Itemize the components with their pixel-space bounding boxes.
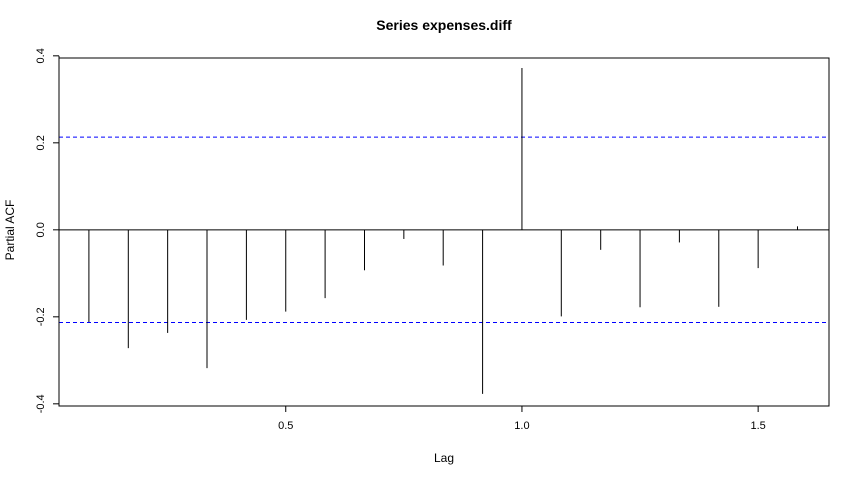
x-tick-label: 1.5 — [750, 420, 765, 432]
y-tick-label: -0.4 — [35, 394, 47, 413]
y-axis-label: Partial ACF — [3, 200, 17, 261]
x-axis-label: Lag — [434, 451, 454, 465]
confidence-bounds-layer — [59, 136, 829, 323]
x-tick-label: 0.5 — [278, 420, 293, 432]
y-tick-label: 0.4 — [35, 48, 47, 63]
x-tick-label: 1.0 — [514, 420, 529, 432]
spikes-layer — [88, 68, 798, 394]
y-tick-label: -0.2 — [35, 307, 47, 326]
y-axis: -0.4 -0.2 0.0 0.2 0.4 — [35, 48, 60, 413]
chart-title: Series expenses.diff — [376, 17, 512, 33]
y-tick-label: 0.0 — [35, 222, 47, 237]
plot-frame — [58, 57, 830, 407]
x-axis: 0.5 1.0 1.5 — [278, 405, 766, 432]
y-tick-label: 0.2 — [35, 135, 47, 150]
